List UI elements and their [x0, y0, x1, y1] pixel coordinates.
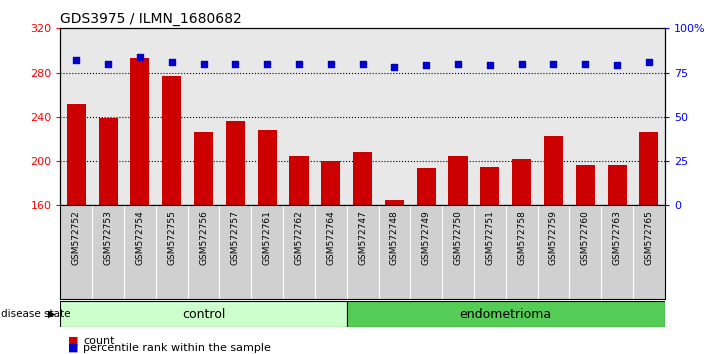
Text: percentile rank within the sample: percentile rank within the sample: [83, 343, 271, 353]
Text: GSM572755: GSM572755: [167, 210, 176, 265]
Text: GSM572757: GSM572757: [231, 210, 240, 265]
Bar: [99, 118, 118, 205]
Point: [420, 63, 432, 68]
Bar: [67, 104, 86, 205]
Point: [262, 61, 273, 67]
Text: GSM572750: GSM572750: [454, 210, 463, 265]
Bar: [226, 121, 245, 205]
Text: GSM572759: GSM572759: [549, 210, 558, 265]
Bar: [544, 136, 563, 205]
Bar: [257, 130, 277, 205]
Text: GSM572752: GSM572752: [72, 210, 81, 265]
Text: GSM572763: GSM572763: [613, 210, 621, 265]
Point: [643, 59, 655, 65]
Bar: [321, 161, 341, 205]
Bar: [385, 200, 404, 205]
Text: GSM572748: GSM572748: [390, 210, 399, 265]
Bar: [481, 167, 499, 205]
Text: GSM572751: GSM572751: [486, 210, 494, 265]
Point: [452, 61, 464, 67]
Text: GSM572765: GSM572765: [644, 210, 653, 265]
Point: [611, 63, 623, 68]
Text: GSM572764: GSM572764: [326, 210, 336, 265]
Text: GSM572747: GSM572747: [358, 210, 367, 265]
Point: [294, 61, 305, 67]
Point: [547, 61, 559, 67]
Text: GSM572756: GSM572756: [199, 210, 208, 265]
Text: GSM572749: GSM572749: [422, 210, 431, 265]
Text: GSM572753: GSM572753: [104, 210, 112, 265]
Point: [230, 61, 241, 67]
Bar: [194, 132, 213, 205]
Text: ▶: ▶: [48, 309, 55, 319]
Text: GSM572754: GSM572754: [136, 210, 144, 265]
FancyBboxPatch shape: [60, 301, 347, 327]
Bar: [417, 168, 436, 205]
Text: GSM572762: GSM572762: [294, 210, 304, 265]
Point: [134, 54, 146, 59]
Text: endometrioma: endometrioma: [460, 308, 552, 321]
Text: control: control: [182, 308, 225, 321]
Text: ■: ■: [68, 336, 78, 346]
FancyBboxPatch shape: [347, 301, 665, 327]
Bar: [130, 58, 149, 205]
Bar: [162, 76, 181, 205]
Text: count: count: [83, 336, 114, 346]
Bar: [449, 155, 468, 205]
Point: [389, 64, 400, 70]
Point: [516, 61, 528, 67]
Text: ■: ■: [68, 343, 78, 353]
Text: GSM572760: GSM572760: [581, 210, 589, 265]
Text: disease state: disease state: [1, 309, 70, 319]
Point: [484, 63, 496, 68]
Text: GSM572761: GSM572761: [262, 210, 272, 265]
Bar: [512, 159, 531, 205]
Point: [198, 61, 209, 67]
Point: [102, 61, 114, 67]
Bar: [576, 166, 595, 205]
Text: GDS3975 / ILMN_1680682: GDS3975 / ILMN_1680682: [60, 12, 242, 26]
Point: [357, 61, 368, 67]
Bar: [289, 155, 309, 205]
Bar: [607, 166, 626, 205]
Point: [166, 59, 178, 65]
Point: [325, 61, 336, 67]
Point: [579, 61, 591, 67]
Bar: [353, 152, 372, 205]
Bar: [639, 132, 658, 205]
Text: GSM572758: GSM572758: [517, 210, 526, 265]
Point: [70, 57, 82, 63]
